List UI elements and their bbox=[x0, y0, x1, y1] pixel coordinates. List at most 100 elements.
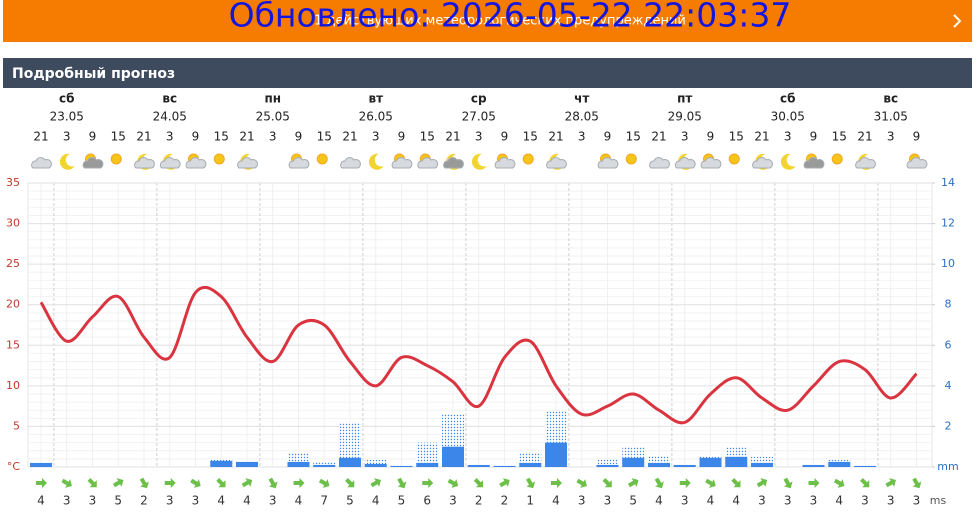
hour-label: 15 bbox=[214, 130, 229, 144]
wind-arrow bbox=[447, 478, 459, 488]
wind-arrow bbox=[241, 478, 253, 488]
precipitation-bar bbox=[313, 464, 336, 467]
y2-tick-label: 12 bbox=[941, 217, 955, 230]
hour-label: 15 bbox=[832, 130, 847, 144]
chart: °C5101520253035mm2468101214сб23.05вс24.0… bbox=[6, 92, 959, 508]
wind-arrow bbox=[422, 478, 434, 488]
hour-label: 3 bbox=[784, 130, 792, 144]
precipitation-bar bbox=[596, 464, 619, 467]
hour-label: 21 bbox=[857, 130, 872, 144]
y-tick-label: 35 bbox=[6, 176, 20, 189]
precipitation-total-bar bbox=[313, 461, 336, 467]
cloud bbox=[237, 157, 258, 169]
day-date: 29.05 bbox=[668, 110, 702, 124]
weather-icon bbox=[625, 153, 637, 165]
wind-arrow bbox=[499, 478, 510, 488]
wind-speed: 3 bbox=[166, 494, 174, 508]
hour-label: 9 bbox=[192, 130, 200, 144]
wind-arrow bbox=[679, 478, 691, 488]
wind-arrow bbox=[87, 478, 97, 488]
sun bbox=[110, 153, 122, 165]
precipitation-bar bbox=[699, 457, 722, 467]
wind-arrow bbox=[912, 477, 922, 489]
hour-label: 21 bbox=[239, 130, 254, 144]
day-date: 28.05 bbox=[565, 110, 599, 124]
hour-label: 21 bbox=[445, 130, 460, 144]
cloud bbox=[417, 157, 439, 169]
wind-arrow bbox=[216, 478, 226, 488]
moon bbox=[471, 153, 487, 170]
day-name: пт bbox=[677, 92, 692, 106]
day-date: 26.05 bbox=[359, 110, 393, 124]
hour-label: 21 bbox=[33, 130, 48, 144]
precipitation-total-bar bbox=[751, 456, 773, 467]
wind-speed: 3 bbox=[913, 494, 921, 508]
moon bbox=[368, 153, 384, 170]
weather-icon bbox=[134, 153, 155, 170]
day-name: вс bbox=[162, 92, 177, 106]
hour-label: 21 bbox=[342, 130, 357, 144]
sun bbox=[316, 153, 328, 165]
wind-speed: 5 bbox=[629, 494, 637, 508]
wind-arrow bbox=[526, 477, 536, 489]
cloud bbox=[752, 157, 773, 169]
sun bbox=[625, 153, 637, 165]
wind-arrow bbox=[860, 478, 870, 488]
hour-label: 3 bbox=[887, 130, 895, 144]
y-tick-label: 5 bbox=[13, 419, 20, 432]
weather-icon bbox=[31, 157, 52, 169]
precipitation-total-bar bbox=[339, 422, 361, 467]
day-name: вт bbox=[368, 92, 383, 106]
precipitation-bar bbox=[467, 464, 490, 467]
precipitation-bar bbox=[828, 461, 851, 467]
wind-speed: 4 bbox=[295, 494, 303, 508]
weather-icon bbox=[213, 153, 225, 165]
weather-icon bbox=[340, 157, 361, 169]
wind-unit: ms bbox=[930, 494, 947, 507]
day-name: сб bbox=[780, 92, 796, 106]
wind-speed: 3 bbox=[758, 494, 766, 508]
hour-label: 21 bbox=[548, 130, 563, 144]
wind-arrow bbox=[164, 478, 176, 488]
update-overlay: Обновлено: 2026-05-22 22:03:37 bbox=[229, 0, 792, 35]
wind-arrow bbox=[833, 478, 845, 488]
hour-label: 15 bbox=[729, 130, 744, 144]
wind-speed: 3 bbox=[887, 494, 895, 508]
warning-banner[interactable] bbox=[3, 0, 972, 42]
wind-speed: 3 bbox=[604, 494, 612, 508]
hour-label: 21 bbox=[651, 130, 666, 144]
wind-speed: 3 bbox=[861, 494, 869, 508]
day-name: ср bbox=[471, 92, 487, 106]
weather-icon bbox=[597, 153, 619, 169]
weather-icon bbox=[494, 153, 516, 169]
hour-label: 15 bbox=[317, 130, 332, 144]
hour-label: 9 bbox=[398, 130, 406, 144]
precipitation-bar bbox=[673, 464, 696, 467]
day-date: 25.05 bbox=[256, 110, 290, 124]
day-name: чт bbox=[574, 92, 589, 106]
y-tick-label: 20 bbox=[6, 298, 20, 311]
wind-speed: 3 bbox=[449, 494, 457, 508]
wind-arrow bbox=[293, 478, 305, 488]
precipitation-bar bbox=[725, 456, 748, 467]
weather-icon bbox=[752, 153, 773, 170]
wind-arrow bbox=[112, 478, 124, 488]
wind-speed: 3 bbox=[810, 494, 818, 508]
hour-label: 15 bbox=[523, 130, 538, 144]
wind-arrow bbox=[551, 478, 562, 488]
weather-icon bbox=[546, 153, 567, 170]
wind-speed: 4 bbox=[552, 494, 560, 508]
wind-speed: 2 bbox=[501, 494, 509, 508]
precipitation-bar bbox=[545, 442, 567, 467]
y2-tick-label: 4 bbox=[945, 379, 952, 392]
cloud bbox=[82, 157, 104, 169]
wind-speed: 5 bbox=[398, 494, 406, 508]
precipitation-bar bbox=[30, 462, 52, 467]
cloud bbox=[185, 157, 207, 169]
wind-arrow bbox=[370, 478, 381, 488]
cloud bbox=[340, 157, 361, 169]
wind-speed: 7 bbox=[320, 494, 328, 508]
precipitation-bar bbox=[210, 460, 233, 467]
chevron[interactable] bbox=[953, 14, 962, 28]
hour-label: 9 bbox=[604, 130, 612, 144]
